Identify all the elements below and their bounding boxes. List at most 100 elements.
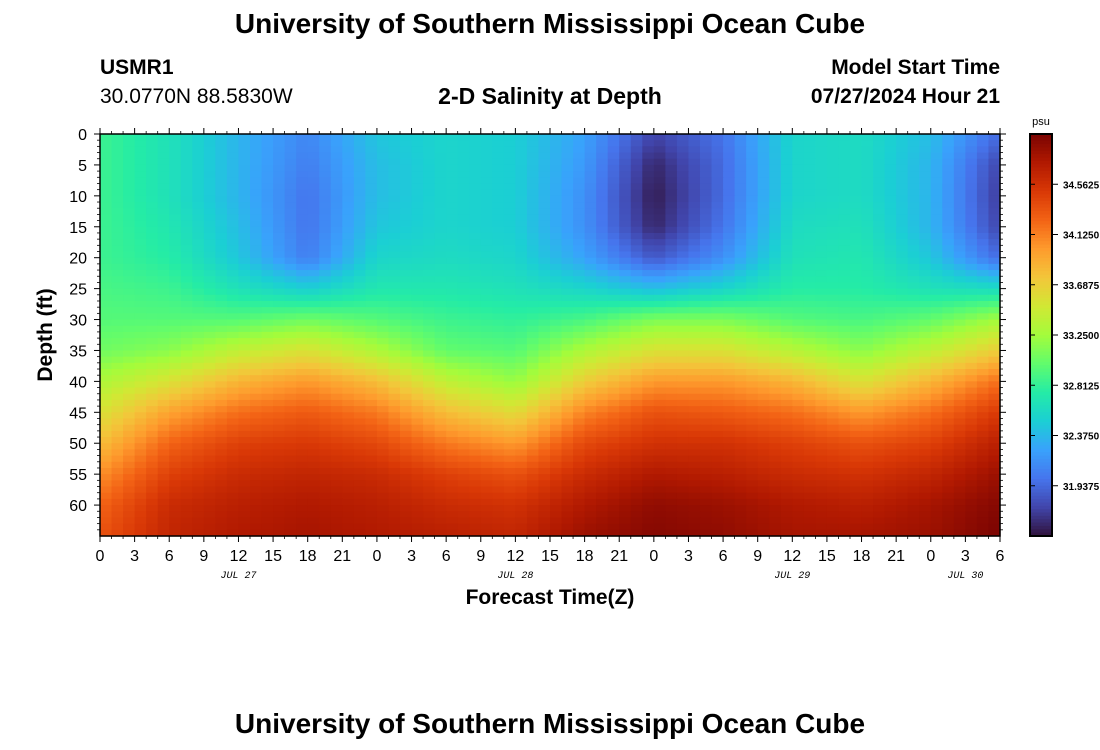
heatmap-cell: [284, 443, 297, 451]
heatmap-cell: [757, 288, 770, 296]
heatmap-cell: [930, 294, 943, 302]
heatmap-cell: [469, 356, 482, 364]
heatmap-cell: [688, 288, 701, 296]
heatmap-cell: [446, 239, 459, 246]
heatmap-cell: [261, 319, 274, 327]
heatmap-cell: [561, 300, 574, 308]
heatmap-cell: [873, 158, 886, 166]
heatmap-cell: [100, 134, 113, 141]
heatmap-cell: [238, 183, 251, 191]
heatmap-cell: [988, 511, 1001, 519]
heatmap-cell: [238, 214, 251, 222]
heatmap-cell: [503, 294, 516, 302]
heatmap-cell: [446, 455, 459, 463]
heatmap-cell: [250, 344, 263, 352]
heatmap-cell: [307, 282, 320, 290]
heatmap-cell: [861, 226, 874, 234]
heatmap-cell: [988, 418, 1001, 426]
heatmap-cell: [400, 412, 413, 420]
heatmap-cell: [965, 430, 978, 438]
heatmap-cell: [434, 270, 447, 277]
heatmap-cell: [400, 263, 413, 271]
heatmap-cell: [826, 492, 840, 500]
heatmap-cell: [561, 443, 574, 451]
heatmap-cell: [584, 294, 597, 302]
heatmap-cell: [596, 164, 609, 172]
heatmap-cell: [480, 208, 493, 215]
heatmap-cell: [423, 251, 436, 259]
heatmap-cell: [261, 189, 274, 197]
heatmap-cell: [826, 307, 840, 314]
heatmap-cell: [711, 492, 724, 500]
heatmap-cell: [111, 263, 124, 271]
heatmap-cell: [769, 282, 782, 290]
heatmap-cell: [676, 239, 690, 246]
heatmap-cell: [480, 393, 493, 401]
heatmap-cell: [723, 220, 736, 228]
heatmap-cell: [226, 412, 240, 420]
heatmap-cell: [711, 294, 724, 302]
heatmap-cell: [446, 183, 459, 191]
heatmap-cell: [238, 486, 251, 494]
heatmap-cell: [584, 232, 597, 240]
heatmap-cell: [907, 140, 920, 147]
heatmap-cell: [688, 140, 701, 147]
heatmap-cell: [400, 325, 413, 333]
heatmap-cell: [838, 375, 851, 382]
heatmap-cell: [134, 134, 147, 141]
heatmap-cell: [976, 492, 990, 500]
heatmap-cell: [919, 498, 932, 506]
heatmap-cell: [550, 399, 563, 407]
heatmap-cell: [238, 517, 251, 525]
heatmap-cell: [226, 344, 240, 352]
heatmap-cell: [803, 257, 816, 265]
heatmap-cell: [134, 307, 147, 314]
heatmap-cell: [192, 232, 205, 240]
heatmap-cell: [226, 430, 240, 438]
heatmap-cell: [192, 505, 205, 512]
heatmap-cell: [769, 239, 782, 246]
heatmap-cell: [653, 195, 666, 203]
heatmap-cell: [423, 511, 436, 519]
heatmap-cell: [296, 492, 309, 500]
heatmap-cell: [365, 412, 378, 420]
heatmap-cell: [261, 270, 274, 277]
heatmap-cell: [146, 356, 159, 364]
heatmap-cell: [146, 511, 159, 519]
heatmap-cell: [203, 134, 216, 141]
heatmap-cell: [330, 158, 343, 166]
heatmap-cell: [930, 381, 943, 389]
heatmap-cell: [273, 393, 286, 401]
heatmap-cell: [826, 338, 840, 345]
heatmap-cell: [873, 294, 886, 302]
heatmap-cell: [619, 486, 632, 494]
heatmap-cell: [919, 331, 932, 339]
heatmap-cell: [584, 276, 597, 284]
heatmap-cell: [700, 319, 713, 327]
heatmap-cell: [469, 226, 482, 234]
heatmap-cell: [503, 300, 516, 308]
heatmap-cell: [146, 424, 159, 432]
heatmap-cell: [792, 257, 805, 265]
heatmap-cell: [734, 208, 747, 215]
heatmap-cell: [503, 418, 516, 426]
heatmap-cell: [953, 300, 966, 308]
heatmap-cell: [861, 424, 874, 432]
heatmap-cell: [353, 437, 366, 444]
heatmap-cell: [515, 356, 528, 364]
heatmap-cell: [123, 369, 136, 376]
heatmap-cell: [319, 492, 332, 500]
heatmap-cell: [746, 208, 759, 215]
heatmap-cell: [769, 202, 782, 209]
heatmap-cell: [653, 177, 666, 185]
heatmap-cell: [157, 325, 170, 333]
heatmap-cell: [561, 202, 574, 209]
heatmap-cell: [296, 498, 309, 506]
heatmap-cell: [192, 189, 205, 197]
heatmap-cell: [826, 294, 840, 302]
heatmap-cell: [815, 467, 828, 475]
heatmap-cell: [423, 183, 436, 191]
heatmap-cell: [250, 412, 263, 420]
heatmap-cell: [365, 467, 378, 475]
heatmap-cell: [746, 177, 759, 185]
